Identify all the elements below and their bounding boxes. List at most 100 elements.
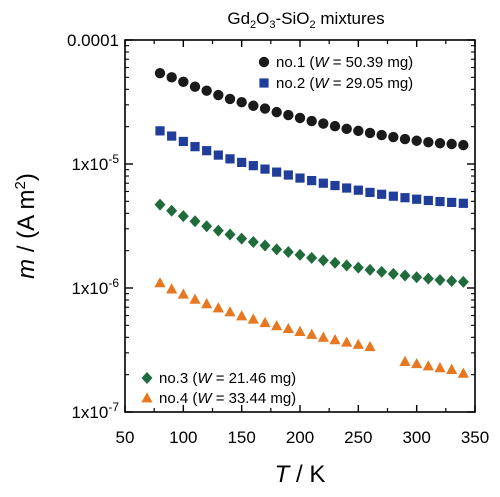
data-point xyxy=(201,85,212,96)
x-tick-label: 50 xyxy=(116,428,135,447)
data-point xyxy=(434,274,446,287)
data-point xyxy=(387,267,399,280)
data-point xyxy=(364,263,376,276)
series-3 xyxy=(154,198,469,288)
axis-ticks xyxy=(124,39,476,413)
data-point xyxy=(271,106,282,118)
data-point xyxy=(177,210,189,223)
data-point xyxy=(317,331,329,342)
data-point xyxy=(434,362,446,373)
data-point xyxy=(446,363,458,374)
data-point xyxy=(435,196,445,207)
data-point xyxy=(376,129,387,141)
data-point xyxy=(457,367,469,378)
legend-item-1: no.1 (W = 50.39 mg) xyxy=(258,54,413,71)
data-point xyxy=(247,313,259,324)
data-point xyxy=(212,302,224,313)
legend-marker xyxy=(259,78,269,88)
data-point xyxy=(376,265,388,278)
data-point xyxy=(154,198,166,211)
data-point xyxy=(412,194,422,204)
data-point xyxy=(237,157,247,168)
x-tick-label: 200 xyxy=(286,428,314,447)
data-point xyxy=(201,298,213,309)
data-point xyxy=(306,328,318,339)
data-point xyxy=(353,185,363,195)
data-point xyxy=(189,81,201,92)
data-marks xyxy=(154,67,469,378)
data-point xyxy=(212,224,224,237)
data-point xyxy=(213,89,224,101)
series-1 xyxy=(154,67,469,151)
data-point xyxy=(225,154,235,164)
legend-item-2: no.2 (W = 29.05 mg) xyxy=(259,75,413,92)
data-point xyxy=(446,274,458,287)
data-point xyxy=(213,150,223,160)
data-point xyxy=(189,215,201,228)
data-point xyxy=(399,355,411,366)
data-point xyxy=(457,275,469,288)
data-point xyxy=(447,197,457,208)
data-point xyxy=(271,320,283,331)
data-point xyxy=(236,310,248,321)
data-point xyxy=(330,180,340,191)
series-2 xyxy=(155,126,468,208)
data-point xyxy=(306,115,317,127)
data-point xyxy=(248,100,259,111)
data-point xyxy=(166,72,177,83)
data-point xyxy=(329,120,341,132)
data-point xyxy=(318,118,329,129)
legend-marker xyxy=(141,392,153,403)
legend-label: no.4 (W = 33.44 mg) xyxy=(159,390,296,407)
data-point xyxy=(329,256,341,269)
data-point xyxy=(317,254,329,267)
data-point xyxy=(294,248,306,261)
data-point xyxy=(283,109,294,121)
data-point xyxy=(399,269,411,282)
data-point xyxy=(247,235,259,248)
data-point xyxy=(422,272,434,285)
data-point xyxy=(377,189,387,199)
data-point xyxy=(155,126,165,136)
data-point xyxy=(272,167,282,177)
data-point xyxy=(236,97,247,108)
legend-item-3: no.3 (W = 21.46 mg) xyxy=(141,370,296,387)
data-point xyxy=(259,316,271,328)
data-point xyxy=(352,261,364,274)
data-point xyxy=(365,187,375,198)
data-point xyxy=(352,338,364,349)
x-tick-label: 150 xyxy=(227,428,255,447)
series-4 xyxy=(154,277,469,378)
data-point xyxy=(329,334,341,345)
data-point xyxy=(458,198,468,208)
data-point xyxy=(364,127,376,139)
data-point xyxy=(224,93,236,105)
data-point xyxy=(458,139,469,151)
data-point xyxy=(224,306,236,317)
data-point xyxy=(259,103,271,114)
data-point xyxy=(202,146,212,156)
legend-marker xyxy=(258,56,270,68)
data-point xyxy=(423,136,434,148)
y-tick-label: 1x10-5 xyxy=(71,152,119,174)
data-point xyxy=(248,161,258,171)
data-point xyxy=(282,322,294,334)
legend-label: no.1 (W = 50.39 mg) xyxy=(276,54,413,71)
y-axis-label: m / (A m2) xyxy=(12,173,40,279)
data-point xyxy=(271,243,283,256)
plot-frame xyxy=(124,39,476,413)
data-point xyxy=(422,360,434,371)
data-point xyxy=(411,135,422,146)
data-point xyxy=(341,123,352,135)
data-point xyxy=(400,193,410,203)
data-point xyxy=(154,67,166,79)
data-point xyxy=(177,288,189,299)
data-point xyxy=(166,283,178,294)
data-point xyxy=(423,195,433,206)
chart-title: Gd2O3-SiO2 mixtures xyxy=(227,9,384,31)
x-tick-label: 250 xyxy=(344,428,372,447)
x-tick-label: 300 xyxy=(402,428,430,447)
data-point xyxy=(342,183,352,193)
data-point xyxy=(201,220,213,233)
